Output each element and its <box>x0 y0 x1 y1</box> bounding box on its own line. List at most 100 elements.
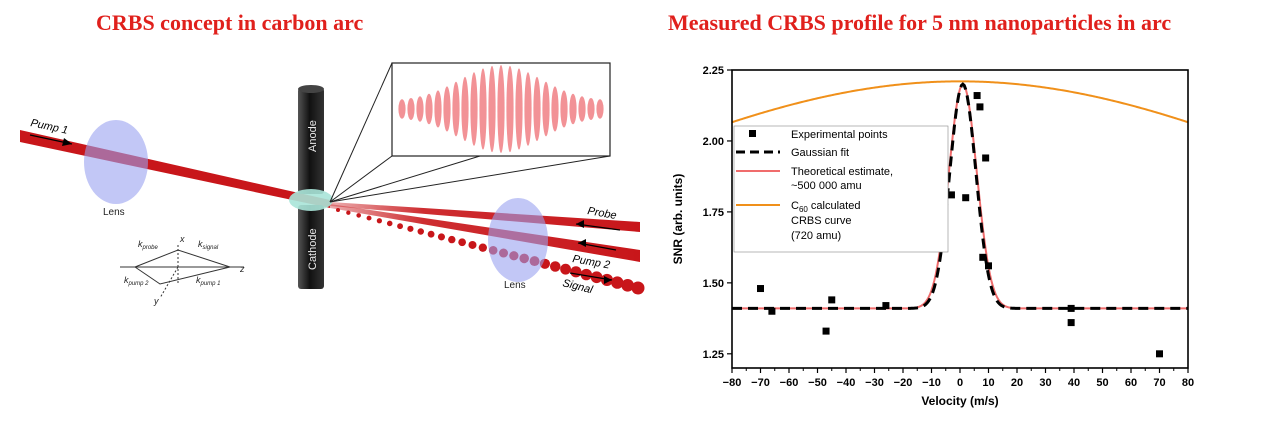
signal-arrow-head <box>604 276 612 284</box>
grating-fringe <box>596 99 604 119</box>
x-tick-label: −80 <box>723 377 742 389</box>
grating-fringe <box>416 96 424 122</box>
zoom-line <box>329 62 393 203</box>
legend-marker-points <box>749 130 756 137</box>
x-tick-label: 60 <box>1125 377 1137 389</box>
data-point <box>973 92 981 100</box>
signal-dot <box>437 233 445 241</box>
zoom-line <box>329 155 611 203</box>
signal-dot <box>570 266 582 278</box>
signal-dot <box>417 228 424 235</box>
data-point <box>976 103 984 111</box>
signal-dot <box>346 210 351 215</box>
grating-fringe <box>587 98 595 120</box>
left-panel-title: CRBS concept in carbon arc <box>96 10 364 35</box>
grating-fringe <box>497 65 505 153</box>
signal-dot <box>549 261 561 272</box>
zoom-line <box>329 155 393 203</box>
x-tick-label: −40 <box>837 377 856 389</box>
grating-fringe <box>470 72 478 146</box>
grating-fringe <box>569 93 577 125</box>
grating-fringe <box>461 76 469 142</box>
y-tick-label: 1.75 <box>703 207 724 219</box>
c60-curve <box>731 80 1189 124</box>
signal-dot <box>621 278 634 292</box>
x-tick-label: −70 <box>751 377 770 389</box>
x-tick-label: 30 <box>1039 377 1051 389</box>
grating-fringe <box>542 81 550 137</box>
signal-dot <box>386 220 393 227</box>
grating-fringe <box>398 99 406 119</box>
grating-fringe <box>524 72 532 146</box>
y-axis-label: SNR (arb. units) <box>671 174 685 265</box>
data-point <box>768 307 776 315</box>
grating-fringe <box>407 98 415 120</box>
grating-fringe <box>551 86 559 132</box>
signal-label: Signal <box>561 277 594 296</box>
x-tick-label: 40 <box>1068 377 1080 389</box>
legend-label-theoretical-2: ~500 000 amu <box>791 180 862 192</box>
data-point <box>757 285 764 293</box>
legend-label-c60-2: CRBS curve <box>791 215 852 227</box>
lens-right-label: Lens <box>504 280 526 291</box>
signal-dot <box>468 240 477 249</box>
legend-label-c60-3: (720 amu) <box>791 230 841 242</box>
data-point <box>947 191 955 199</box>
pump1-arrow-head <box>62 138 72 146</box>
grating-fringes <box>398 65 604 153</box>
x-tick-label: −10 <box>922 377 941 389</box>
x-tick-label: 0 <box>957 377 963 389</box>
signal-dot <box>336 208 340 212</box>
signal-dot <box>560 263 571 275</box>
wave-vector-diagram <box>120 245 244 299</box>
cathode-label: Cathode <box>307 228 319 270</box>
grating-fringe <box>488 65 496 153</box>
crbs-concept-diagram: Anode Cathode Pump 1 Probe Pump 2 Signal… <box>20 62 645 306</box>
plot-frame <box>731 69 1189 369</box>
data-point <box>962 194 970 202</box>
gaussian-fit-curve <box>732 82 1188 310</box>
grating-fringe <box>425 93 433 125</box>
axis-y-label: y <box>153 296 159 306</box>
data-point <box>985 262 992 270</box>
x-tick-label: 20 <box>1011 377 1023 389</box>
data-point <box>982 154 990 162</box>
data-point <box>882 302 890 310</box>
arc-glow <box>289 189 333 211</box>
x-tick-label: 10 <box>982 377 994 389</box>
signal-dot <box>580 268 593 281</box>
lens-right <box>488 198 548 282</box>
data-point <box>822 327 830 335</box>
k-probe-label: kprobe <box>138 239 159 251</box>
axis-x-label: x <box>179 234 185 244</box>
axis-z-label: z <box>239 264 245 274</box>
anode <box>298 88 324 194</box>
signal-dot <box>356 213 362 218</box>
signal-dot <box>366 215 372 221</box>
grating-fringe <box>578 96 586 122</box>
data-point <box>1067 304 1075 312</box>
y-tick-label: 2.00 <box>703 136 724 148</box>
x-tick-label: −60 <box>780 377 799 389</box>
k-signal-label: ksignal <box>198 239 219 251</box>
grating-fringe <box>506 65 514 153</box>
anode-label: Anode <box>307 120 319 152</box>
legend-label-c60: C60 calculated <box>791 200 860 214</box>
data-point <box>979 253 987 261</box>
grating-fringe <box>479 68 487 150</box>
grating-fringe <box>434 90 442 128</box>
x-tick-label: −20 <box>894 377 913 389</box>
data-point <box>1067 319 1075 327</box>
legend-box <box>733 125 949 253</box>
x-tick-label: 50 <box>1096 377 1108 389</box>
pump2-beam <box>330 204 640 262</box>
legend-label-theoretical: Theoretical estimate, <box>791 166 893 178</box>
grating-fringe <box>533 76 541 142</box>
k-pump1-label: kpump 1 <box>196 275 221 287</box>
legend-label-points: Experimental points <box>791 129 888 141</box>
legend-label-gaussian: Gaussian fit <box>791 147 849 159</box>
signal-dot <box>427 230 435 238</box>
data-point <box>828 296 836 304</box>
k-pump2-label: kpump 2 <box>124 275 149 287</box>
y-tick-label: 2.25 <box>703 65 724 77</box>
